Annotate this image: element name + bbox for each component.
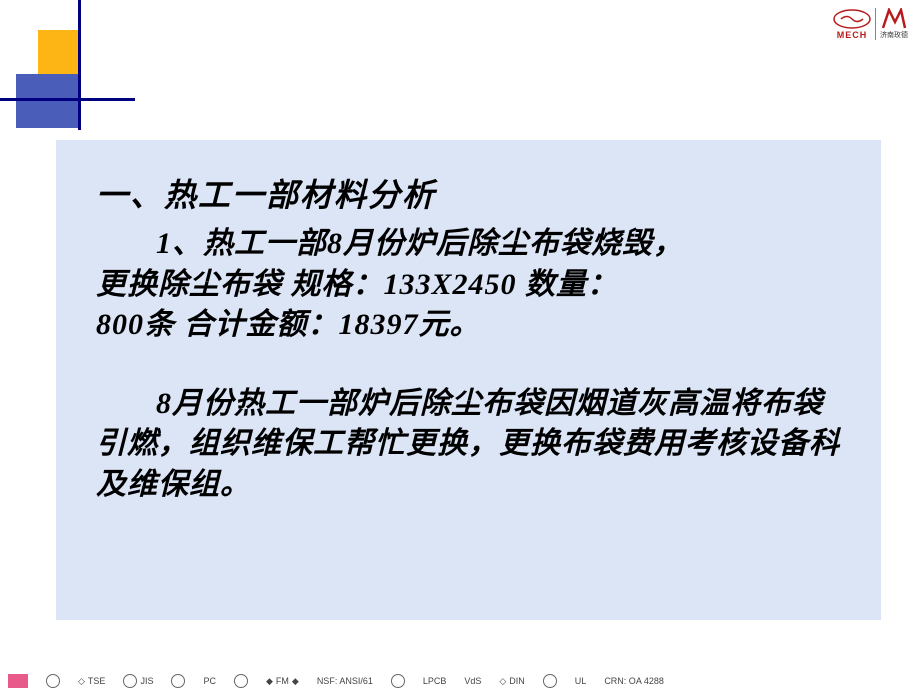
- cert-lpcb: LPCB: [423, 676, 447, 686]
- decor-vertical-line: [78, 0, 81, 130]
- cert-circle-icon: [46, 674, 60, 688]
- paragraph-2: 8月份热工一部炉后除尘布袋因烟道灰高温将布袋引燃，组织维保工帮忙更换，更换布袋费…: [96, 384, 841, 506]
- right-logo-icon: [881, 8, 907, 30]
- cert-tse: ◇ TSE: [78, 676, 105, 687]
- cert-circle-icon: [391, 674, 405, 688]
- mech-icon: [833, 8, 871, 30]
- footer-certifications: ◇ TSE JIS PC ◆FM◆ NSF: ANSI/61 LPCB VdS …: [0, 662, 920, 690]
- logo-divider: [875, 8, 876, 40]
- section-heading: 一、热工一部材料分析: [96, 170, 841, 216]
- cert-block-icon: [8, 674, 28, 688]
- cert-pc: PC: [203, 676, 216, 686]
- right-logo: 济南玫德: [880, 8, 908, 40]
- decor-yellow-block: [38, 30, 78, 76]
- cert-ul: UL: [575, 676, 587, 686]
- cert-din: ◇DIN: [499, 676, 524, 687]
- content-box: 一、热工一部材料分析 1、热工一部8月份炉后除尘布袋烧毁， 更换除尘布袋 规格：…: [56, 140, 881, 620]
- mech-logo-text: MECH: [837, 30, 868, 40]
- mech-logo: MECH: [833, 8, 871, 40]
- right-logo-text: 济南玫德: [880, 30, 908, 40]
- cert-fm: ◆FM◆: [266, 676, 299, 687]
- cert-crn: CRN: OA 4288: [604, 676, 664, 686]
- paragraph-1-line-b: 更换除尘布袋 规格：133X2450 数量：: [96, 265, 841, 306]
- cert-nsf: NSF: ANSI/61: [317, 676, 373, 686]
- cert-jis: JIS: [123, 674, 153, 688]
- cert-circle-icon: [234, 674, 248, 688]
- decor-blue-block: [16, 74, 78, 128]
- cert-circle-icon: [543, 674, 557, 688]
- cert-vds: VdS: [464, 676, 481, 686]
- cert-circle-icon: [171, 674, 185, 688]
- decor-horizontal-line: [0, 98, 135, 101]
- logo-area: MECH 济南玫德: [833, 8, 908, 40]
- paragraph-1-line-c: 800条 合计金额：18397元。: [96, 305, 841, 346]
- paragraph-1-line-a: 1、热工一部8月份炉后除尘布袋烧毁，: [96, 224, 841, 265]
